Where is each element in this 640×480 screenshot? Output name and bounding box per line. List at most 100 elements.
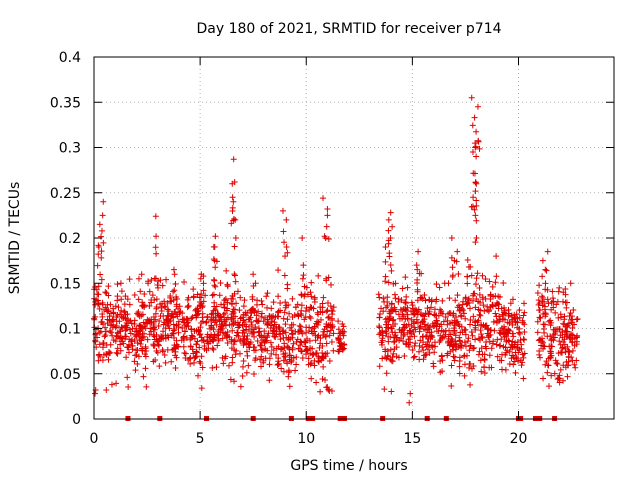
data-point: [141, 351, 148, 358]
data-point: [95, 357, 102, 364]
data-point: [169, 346, 176, 353]
data-point: [305, 328, 312, 335]
data-point: [317, 388, 324, 395]
data-point: [519, 319, 526, 326]
data-point: [452, 297, 459, 304]
data-point: [152, 316, 159, 323]
data-point: [552, 357, 559, 364]
data-point: [113, 333, 120, 340]
data-point: [543, 267, 550, 274]
data-point: [286, 383, 293, 390]
data-point: [117, 280, 124, 287]
data-point: [283, 334, 290, 341]
data-point: [539, 298, 546, 305]
data-point: [335, 326, 342, 333]
data-point: [280, 228, 287, 235]
data-point: [503, 349, 510, 356]
data-point: [322, 235, 329, 241]
data-point: [231, 272, 238, 279]
data-point: [102, 289, 109, 296]
data-point: [152, 213, 159, 220]
data-point: [253, 312, 260, 319]
data-point: [428, 304, 435, 311]
data-point: [95, 251, 102, 258]
data-point: [289, 295, 296, 302]
data-point: [472, 144, 479, 151]
data-point: [422, 341, 429, 348]
data-point: [140, 302, 147, 309]
data-point: [411, 343, 418, 350]
data-point: [562, 285, 569, 292]
data-point: [406, 327, 413, 334]
data-point: [161, 303, 168, 310]
data-point: [257, 342, 264, 349]
data-point: [462, 343, 469, 350]
data-point: [478, 368, 485, 375]
data-point: [421, 291, 428, 298]
data-point: [457, 306, 464, 313]
data-point: [298, 307, 305, 314]
data-point: [242, 326, 249, 333]
data-point: [560, 289, 567, 296]
data-point: [560, 320, 567, 327]
data-point: [283, 216, 290, 223]
data-point: [437, 369, 444, 376]
data-point: [195, 372, 202, 379]
data-point: [114, 350, 121, 357]
data-point: [317, 304, 324, 311]
data-point: [105, 356, 112, 363]
data-point: [544, 286, 551, 293]
data-point: [422, 352, 429, 359]
data-point: [469, 149, 476, 156]
data-point: [476, 291, 483, 298]
data-point: [127, 330, 134, 337]
data-point: [386, 315, 393, 322]
data-point: [414, 297, 421, 304]
data-point: [284, 281, 291, 288]
data-point: [400, 338, 407, 345]
y-axis-label: SRMTID / TECUs: [7, 182, 23, 295]
data-point: [445, 333, 452, 340]
data-point: [200, 280, 207, 287]
data-point: [258, 339, 265, 346]
data-point: [162, 325, 169, 332]
data-point: [285, 367, 292, 374]
data-point: [101, 306, 108, 313]
data-point: [429, 344, 436, 351]
data-point: [229, 180, 236, 187]
data-point: [144, 336, 151, 343]
data-point: [467, 317, 474, 324]
data-points: [91, 94, 581, 406]
data-point: [536, 347, 543, 354]
y-tick-label: 0.25: [50, 186, 81, 202]
data-point: [414, 286, 421, 293]
data-point: [431, 306, 438, 313]
data-point: [503, 338, 510, 345]
data-point: [170, 297, 177, 304]
data-point: [569, 357, 576, 364]
data-point: [448, 235, 455, 241]
data-point: [426, 350, 433, 357]
data-point: [472, 239, 479, 246]
data-point: [449, 319, 456, 326]
data-point: [125, 341, 132, 348]
data-point: [557, 341, 564, 348]
data-point: [448, 362, 455, 369]
data-point: [395, 354, 402, 361]
data-point: [229, 327, 236, 334]
data-point: [562, 349, 569, 356]
data-point: [311, 324, 318, 331]
data-point: [239, 329, 246, 336]
data-point: [431, 339, 438, 346]
data-point: [193, 306, 200, 313]
data-point: [171, 308, 178, 315]
data-point: [512, 319, 519, 326]
data-point: [127, 317, 134, 324]
data-point: [171, 287, 178, 294]
data-point: [315, 311, 322, 318]
data-point: [249, 306, 256, 313]
data-point: [99, 357, 106, 364]
data-point: [237, 383, 244, 390]
data-point: [450, 310, 457, 317]
data-point: [255, 308, 262, 315]
